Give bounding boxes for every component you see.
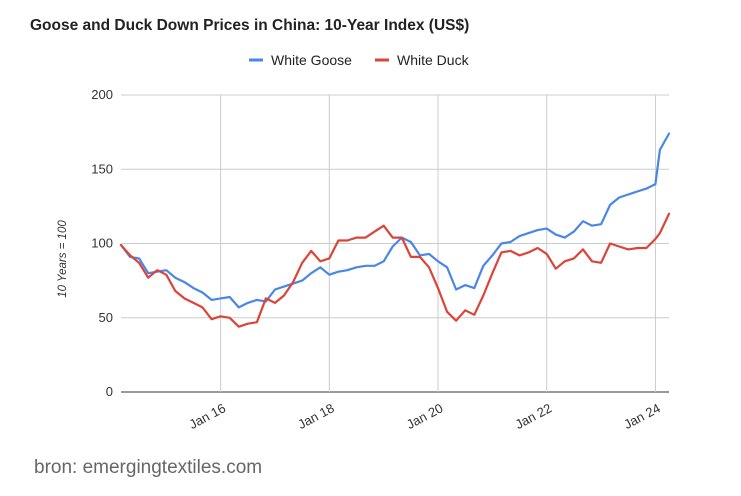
y-tick-label: 200: [91, 87, 113, 102]
x-tick-label: Jan 18: [295, 400, 337, 432]
y-tick-label: 50: [99, 310, 113, 325]
x-tick-label: Jan 22: [513, 400, 555, 432]
y-axis: 0 50 100 150 200: [91, 87, 113, 399]
y-axis-title: 10 Years = 100: [57, 220, 69, 298]
series-line-white-duck: [119, 212, 671, 328]
x-tick-label: Jan 20: [404, 400, 446, 432]
y-tick-label: 100: [91, 236, 113, 251]
y-tick-label: 0: [106, 384, 113, 399]
x-axis: Jan 16 Jan 18 Jan 20 Jan 22 Jan 24: [187, 400, 663, 432]
series-line-white-goose: [119, 132, 671, 309]
legend-label-goose: White Goose: [271, 52, 352, 68]
legend: White Goose White Duck: [249, 52, 470, 68]
chart-title: Goose and Duck Down Prices in China: 10-…: [30, 17, 469, 34]
series: [119, 132, 671, 328]
source-credit: bron: emergingtextiles.com: [34, 457, 263, 478]
x-tick-label: Jan 24: [621, 400, 663, 432]
x-tick-label: Jan 16: [187, 400, 229, 432]
legend-label-duck: White Duck: [397, 52, 470, 68]
y-tick-label: 150: [91, 161, 113, 176]
